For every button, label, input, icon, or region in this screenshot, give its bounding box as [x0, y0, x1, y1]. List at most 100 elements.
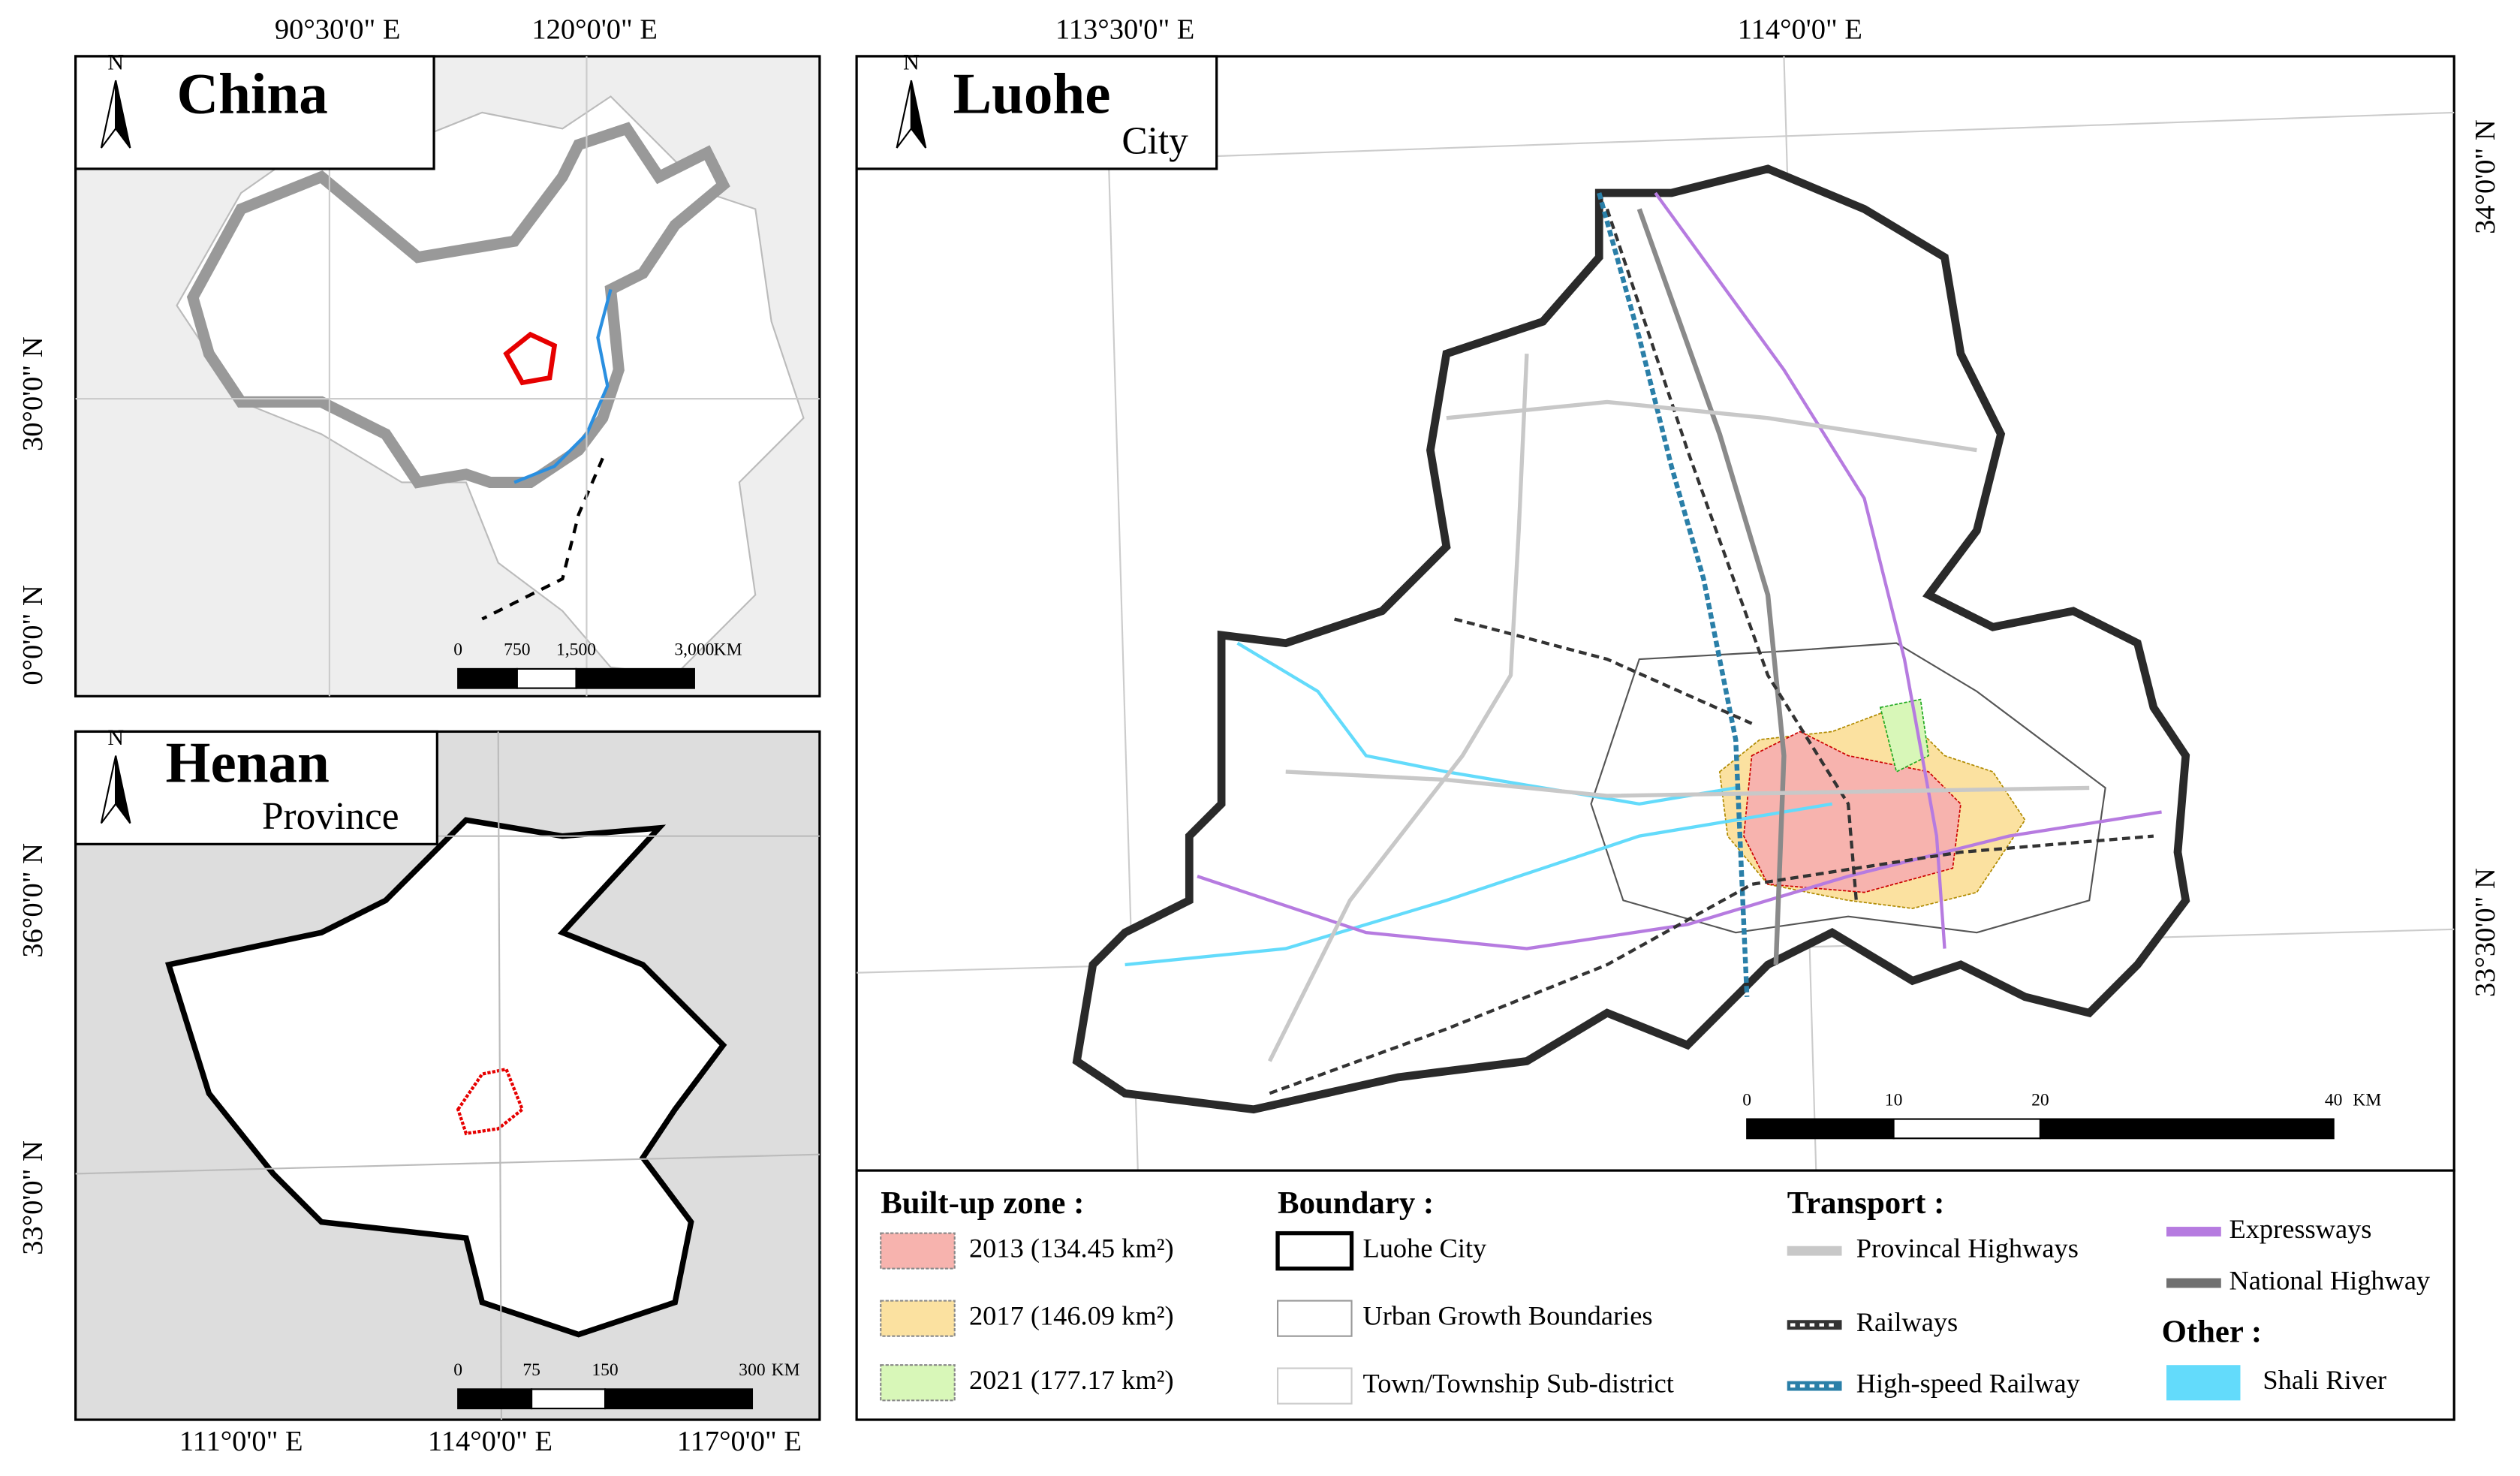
legend-label: Expressways	[2229, 1214, 2371, 1244]
longitude-label: 120°0'0" E	[531, 14, 658, 46]
scale-unit: KM	[2353, 1090, 2381, 1110]
legend-title: Transport :	[1787, 1185, 1945, 1221]
scale-unit: KM	[772, 1360, 800, 1380]
scale-label: 0	[1742, 1090, 1751, 1110]
legend-swatch	[2166, 1227, 2221, 1237]
provincial-highway	[1446, 399, 1977, 453]
luohe-highlight	[456, 1067, 525, 1136]
scale-bar-segment	[457, 667, 518, 689]
scale-label: 40	[2325, 1090, 2343, 1110]
graticule	[75, 1153, 820, 1175]
high-speed-railway	[1597, 192, 1750, 997]
graticule	[497, 731, 503, 1420]
scale-bar-segment	[1892, 1118, 2041, 1140]
provincial-highway	[1285, 770, 2090, 798]
legend-swatch	[2166, 1365, 2241, 1401]
legend-swatch	[1276, 1300, 1353, 1337]
scale-label: 75	[522, 1360, 540, 1380]
built-up-2013	[1743, 730, 1962, 893]
national-highway	[1636, 208, 1787, 965]
legend-title: Built-up zone :	[881, 1185, 1084, 1221]
longitude-label: 90°30'0" E	[275, 14, 401, 46]
scale-label: 0	[453, 640, 462, 660]
legend-swatch	[880, 1300, 956, 1337]
scale-unit: KM	[714, 640, 742, 660]
north-arrow	[910, 80, 927, 149]
latitude-label: 34°0'0" N	[2470, 119, 2501, 234]
north-label: N	[107, 50, 124, 75]
legend-label: Luohe City	[1363, 1234, 1488, 1264]
coastline	[513, 288, 613, 484]
panel-subtitle: Province	[262, 795, 399, 838]
henan-highlight	[503, 331, 558, 386]
scale-label: 10	[1885, 1090, 1903, 1110]
china-outline	[186, 122, 730, 489]
legend-label: Provincal Highways	[1856, 1234, 2079, 1264]
scale-bar-segment	[575, 667, 695, 689]
scale-label: 3,000	[674, 640, 714, 660]
railway	[1269, 834, 2154, 1095]
title-box	[74, 730, 438, 845]
legend-label: National Highway	[2229, 1265, 2431, 1295]
longitude-label: 117°0'0" E	[677, 1426, 802, 1457]
dash-line	[481, 457, 604, 621]
longitude-label: 114°0'0" E	[428, 1426, 552, 1457]
legend-swatch	[880, 1364, 956, 1402]
north-label: N	[107, 725, 124, 750]
scale-bar-segment	[531, 1388, 607, 1410]
legend-label: High-speed Railway	[1856, 1368, 2081, 1398]
latitude-label: 33°30'0" N	[2470, 868, 2501, 997]
scale-label: 150	[592, 1360, 618, 1380]
legend-label: 2017 (146.09 km²)	[969, 1300, 1174, 1330]
river	[1125, 802, 1833, 967]
scale-label: 0	[453, 1360, 462, 1380]
legend-title: Other :	[2162, 1314, 2263, 1349]
river	[1236, 641, 1736, 806]
legend-label: Urban Growth Boundaries	[1363, 1300, 1653, 1330]
latitude-label: 33°0'0" N	[17, 1140, 49, 1255]
china-panel	[74, 55, 821, 697]
longitude-label: 113°30'0" E	[1055, 14, 1194, 46]
legend-swatch	[2166, 1278, 2221, 1288]
legend-label: Shali River	[2263, 1365, 2386, 1395]
scale-label: 1,500	[556, 640, 596, 660]
scale-label: 20	[2031, 1090, 2049, 1110]
provincial-highway	[1267, 354, 1529, 1062]
legend-swatch	[1276, 1367, 1353, 1405]
title-box	[74, 55, 435, 170]
legend-label: Railways	[1856, 1307, 1958, 1337]
longitude-label: 114°0'0" E	[1738, 14, 1862, 46]
scale-bar-segment	[516, 667, 577, 689]
scale-label: 750	[504, 640, 530, 660]
legend-label: Town/Township Sub-district	[1363, 1368, 1674, 1398]
scale-label: 300	[739, 1360, 765, 1380]
north-arrow	[115, 755, 131, 824]
panel-title: China	[177, 61, 328, 125]
legend-label: 2013 (134.45 km²)	[969, 1234, 1174, 1264]
latitude-label: 36°0'0" N	[17, 843, 49, 958]
latitude-label: 30°0'0" N	[17, 336, 49, 451]
scale-bar-segment	[457, 1388, 533, 1410]
panel-subtitle: City	[1122, 120, 1188, 163]
luohe-panel	[855, 55, 2455, 1172]
railway	[1454, 617, 1753, 725]
scale-bar-segment	[1746, 1118, 1895, 1140]
panel-title: Luohe	[953, 61, 1111, 125]
scale-bar-segment	[2039, 1118, 2335, 1140]
north-arrow	[115, 80, 131, 149]
legend-swatch	[1787, 1246, 1842, 1256]
legend-title: Boundary :	[1278, 1185, 1434, 1221]
henan-outline	[164, 817, 727, 1338]
legend-swatch	[1275, 1231, 1354, 1271]
panel-title: Henan	[166, 730, 330, 794]
scale-bar-segment	[604, 1388, 754, 1410]
latitude-label: 0°0'0" N	[17, 585, 49, 685]
expressway	[1197, 810, 2162, 950]
railway	[1605, 208, 1858, 901]
legend-label: 2021 (177.17 km²)	[969, 1365, 1174, 1395]
growth-boundary	[1590, 642, 2106, 934]
longitude-label: 111°0'0" E	[179, 1426, 303, 1457]
legend-swatch	[880, 1232, 956, 1270]
henan-panel	[74, 730, 821, 1421]
